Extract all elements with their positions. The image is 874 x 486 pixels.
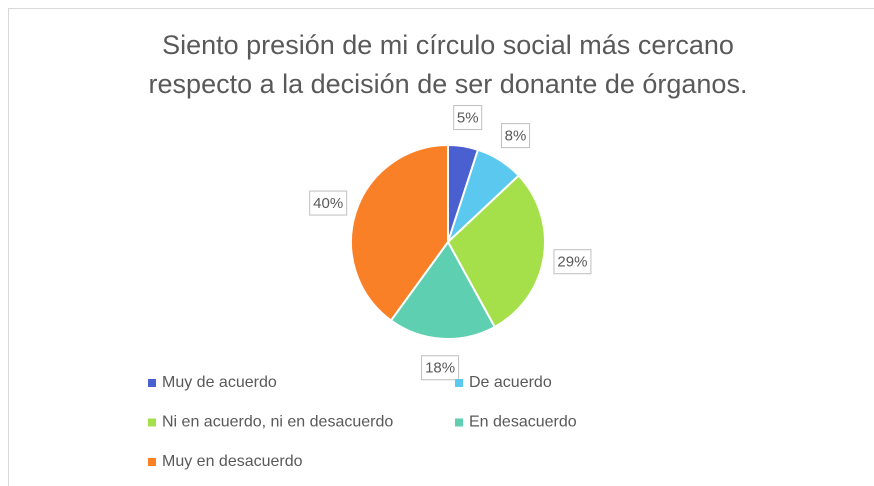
data-label: 18% [425, 360, 455, 377]
data-label: 5% [457, 110, 479, 127]
legend-label: Muy de acuerdo [162, 374, 277, 391]
data-label-box [421, 355, 460, 381]
data-label-box [453, 105, 483, 131]
pie-slice [389, 240, 497, 340]
chart-title: Siento presión de mi círculo social más … [162, 30, 734, 60]
data-label: 8% [505, 128, 527, 145]
legend-swatch [148, 418, 156, 427]
legend-swatch [455, 418, 463, 427]
legend-label: En desacuerdo [469, 414, 577, 431]
legend-label: Muy en desacuerdo [162, 453, 303, 470]
data-label: 29% [557, 254, 587, 271]
legend-swatch [148, 379, 156, 387]
legend-label: De acuerdo [469, 374, 552, 391]
chart-title: respecto a la decisión de ser donante de… [149, 69, 748, 99]
data-label-box [309, 190, 348, 216]
data-label-box [553, 249, 592, 275]
data-label-box [501, 123, 531, 149]
pie-slice [350, 143, 449, 322]
legend-swatch [455, 379, 463, 387]
data-label: 40% [313, 195, 343, 212]
pie-slice [446, 174, 546, 329]
legend-swatch [148, 458, 156, 466]
legend-label: Ni en acuerdo, ni en desacuerdo [162, 414, 393, 431]
